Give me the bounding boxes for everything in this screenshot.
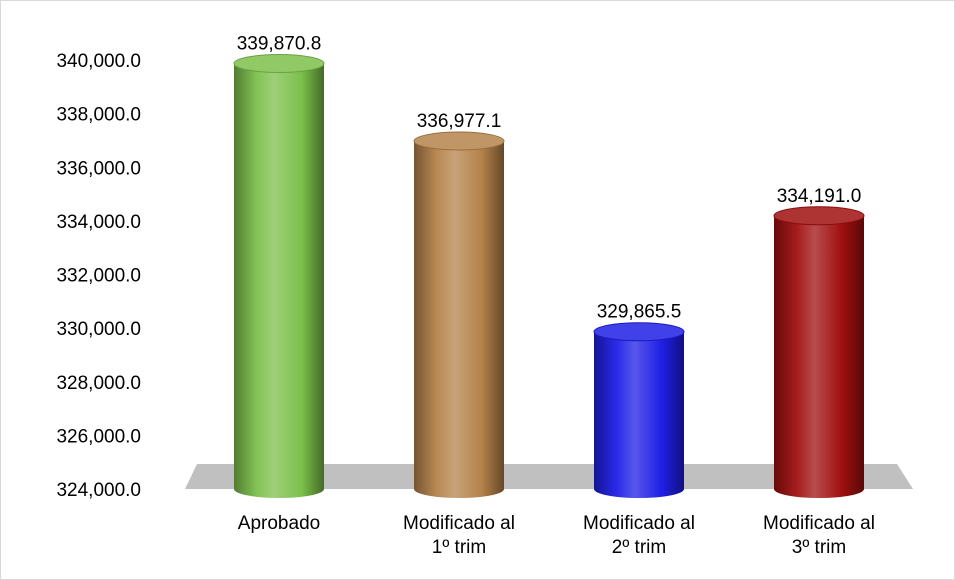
bar-body	[234, 63, 324, 499]
y-tick-label: 326,000.0	[56, 426, 141, 447]
y-tick-label: 336,000.0	[56, 158, 141, 179]
bar-0	[233, 53, 325, 499]
category-label: Modificado al 2º trim	[583, 513, 695, 558]
bar-body	[774, 215, 864, 498]
bar-3	[773, 206, 865, 498]
category-label: Aprobado	[238, 513, 320, 534]
y-tick-label: 324,000.0	[56, 480, 141, 501]
bar-1	[413, 131, 505, 498]
y-tick-label: 330,000.0	[56, 319, 141, 340]
bar-2	[593, 322, 685, 498]
data-label: 336,977.1	[417, 111, 502, 132]
bar-body	[414, 141, 504, 498]
bar-top	[773, 206, 865, 226]
y-tick-label: 332,000.0	[56, 266, 141, 287]
data-label: 334,191.0	[777, 186, 862, 207]
bar-body	[594, 331, 684, 498]
bar-top	[233, 53, 325, 73]
category-label: Modificado al 3º trim	[763, 513, 875, 558]
bar-top	[593, 322, 685, 342]
y-tick-label: 334,000.0	[56, 212, 141, 233]
y-tick-label: 338,000.0	[56, 105, 141, 126]
bar-top	[413, 131, 505, 151]
data-label: 339,870.8	[237, 33, 322, 54]
data-label: 329,865.5	[597, 302, 682, 323]
category-label: Modificado al 1º trim	[403, 513, 515, 558]
chart-floor	[185, 464, 913, 489]
y-tick-label: 340,000.0	[56, 51, 141, 72]
y-tick-label: 328,000.0	[56, 373, 141, 394]
